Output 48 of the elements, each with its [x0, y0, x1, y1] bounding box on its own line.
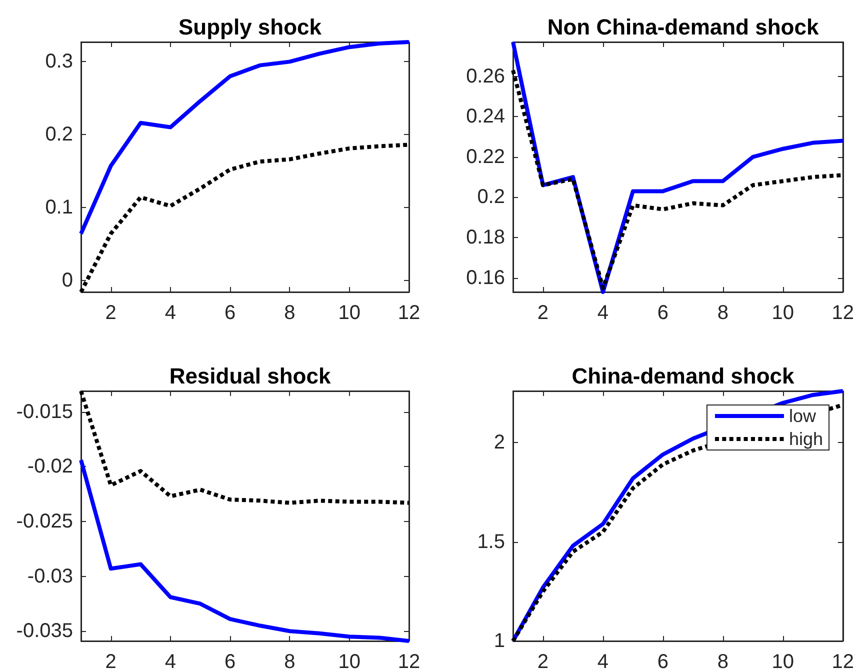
y-tick-label: 1: [494, 630, 505, 652]
legend-label: high: [788, 429, 823, 449]
y-tick-label: 0.26: [466, 65, 505, 88]
x-tick-label: 4: [164, 651, 176, 672]
y-tick-label: 0.3: [45, 50, 73, 73]
x-tick-label: 10: [772, 302, 794, 324]
x-tick-label: 12: [398, 651, 420, 672]
x-tick-label: 6: [657, 651, 669, 672]
x-tick-label: 12: [398, 302, 420, 324]
x-tick-label: 10: [772, 651, 794, 672]
y-tick-label: 0.18: [466, 226, 505, 249]
y-tick-label: 0.1: [45, 196, 73, 218]
x-tick-label: 8: [284, 651, 296, 672]
y-tick-label: -0.03: [27, 565, 73, 588]
y-tick-label: 0: [62, 269, 73, 292]
x-tick-label: 8: [717, 302, 728, 324]
y-tick-label: 1.5: [477, 530, 505, 553]
x-tick-label: 2: [105, 302, 116, 324]
x-tick-label: 2: [537, 302, 549, 324]
chart-title: China-demand shock: [572, 364, 796, 388]
x-tick-label: 8: [284, 302, 296, 324]
x-tick-label: 12: [832, 651, 854, 672]
y-tick-label: 0.16: [466, 266, 505, 289]
y-tick-label: 0.22: [466, 146, 505, 168]
y-tick-label: 0.2: [45, 124, 73, 146]
chart-title: Supply shock: [178, 14, 322, 40]
x-tick-label: 12: [832, 302, 854, 324]
y-tick-label: -0.015: [16, 400, 73, 423]
chart-title: Residual shock: [169, 364, 332, 388]
x-tick-label: 2: [537, 651, 549, 672]
x-tick-label: 10: [338, 302, 360, 324]
x-tick-label: 10: [338, 651, 360, 672]
x-tick-label: 4: [164, 302, 176, 324]
y-tick-label: -0.025: [16, 510, 73, 532]
x-tick-label: 4: [597, 302, 609, 324]
x-tick-label: 6: [224, 651, 236, 672]
x-tick-label: 4: [597, 651, 609, 672]
y-tick-label: 0.2: [477, 186, 505, 208]
x-tick-label: 6: [224, 302, 236, 324]
y-tick-label: 0.24: [466, 106, 505, 128]
y-tick-label: -0.035: [16, 620, 73, 642]
y-tick-label: -0.02: [27, 456, 73, 478]
legend-label: low: [788, 406, 817, 426]
x-tick-label: 8: [717, 651, 728, 672]
x-tick-label: 6: [657, 302, 669, 324]
chart-title: Non China-demand shock: [547, 14, 820, 40]
y-tick-label: 2: [494, 432, 505, 454]
x-tick-label: 2: [105, 651, 116, 672]
